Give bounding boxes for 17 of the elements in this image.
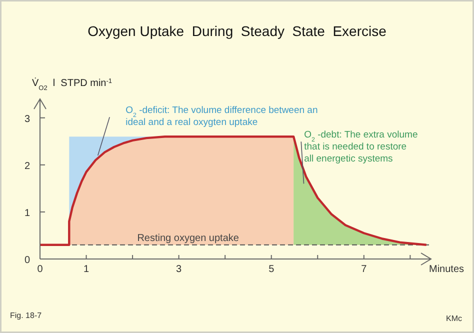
x-tick-label: 7: [361, 264, 368, 275]
x-tick-label: 0: [37, 264, 44, 275]
x-axis-title: Minutes: [428, 264, 464, 275]
annotation: O$_{2}$-deficit: The volume difference between an ideal and a real oxygten uptake: [126, 105, 318, 128]
annotation: O$_{2}$-debt: The extra volume that is needed to restore all energetic systems: [304, 130, 418, 165]
y-tick-label: 3: [24, 114, 30, 125]
y-tick-label: 2: [24, 160, 30, 172]
x-tick-label: 3: [176, 264, 182, 275]
y-tick-label: 1: [24, 208, 30, 219]
y-tick-label: 0: [24, 255, 30, 266]
x-tick-label: 1: [83, 264, 90, 275]
x-tick-label: 5: [268, 264, 275, 275]
caption: Fig. 18-7: [10, 311, 42, 320]
y-axis-title: V̇$_{O2}$ l STPD min$^{-1}$: [32, 77, 112, 92]
ref-line-label: Resting oxygen uptake: [137, 232, 240, 244]
chart-title: Oxygen Uptake During Steady State Exercise: [88, 23, 387, 39]
text: KMc: [446, 314, 462, 323]
